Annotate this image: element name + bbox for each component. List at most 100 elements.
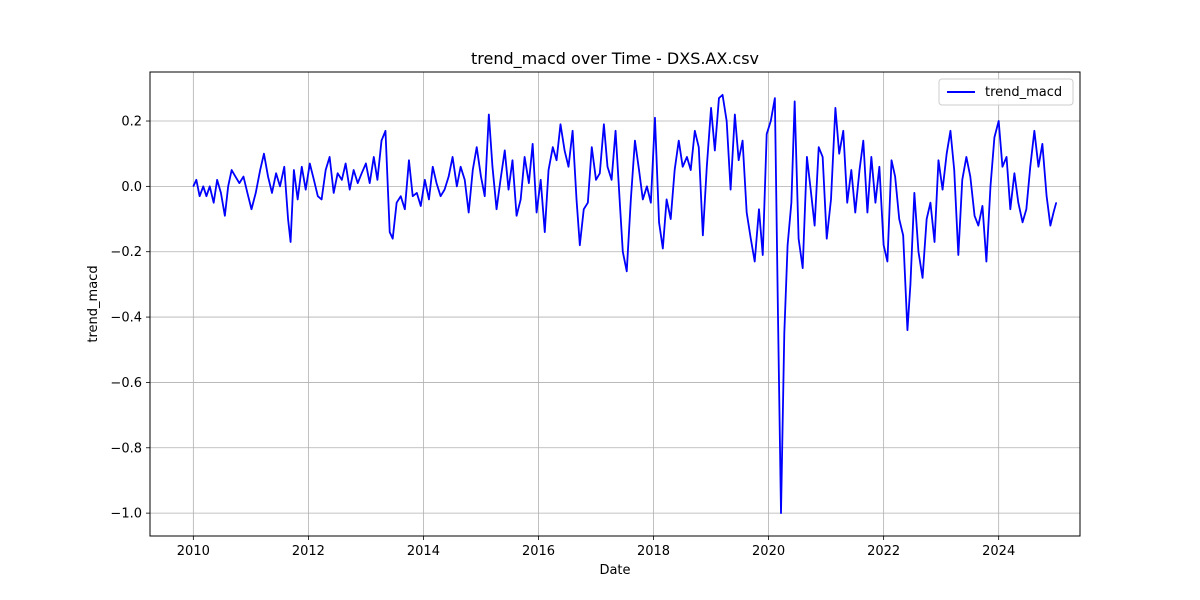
data-point [365, 162, 367, 165]
data-point [263, 153, 265, 155]
data-point [826, 238, 828, 240]
data-point [758, 208, 760, 210]
data-point [898, 218, 900, 220]
data-point [345, 162, 347, 165]
data-point [949, 130, 952, 132]
data-point [234, 175, 237, 178]
data-point [619, 202, 621, 204]
data-point [902, 234, 904, 236]
data-point [301, 166, 303, 168]
data-point [698, 146, 700, 148]
data-point [587, 202, 589, 204]
data-point [567, 166, 570, 168]
data-point [575, 198, 578, 201]
x-tick-label: 2022 [867, 544, 900, 559]
data-point [1009, 208, 1011, 210]
data-point [937, 159, 940, 161]
data-point [255, 192, 257, 194]
data-point [666, 198, 668, 201]
data-point [227, 185, 229, 187]
data-point [783, 332, 785, 335]
data-point [1005, 156, 1008, 158]
data-point [220, 192, 222, 194]
data-point [329, 156, 331, 158]
data-point [814, 224, 816, 227]
data-point [674, 169, 676, 171]
data-point [488, 113, 490, 116]
data-point [202, 185, 204, 187]
data-point [540, 179, 542, 181]
data-point [706, 166, 708, 168]
data-point [400, 195, 402, 197]
data-point [858, 169, 861, 171]
data-point [953, 169, 955, 171]
data-point [822, 156, 824, 158]
data-point [250, 208, 253, 210]
data-point [231, 169, 233, 171]
data-point [794, 100, 796, 103]
data-point [271, 192, 273, 194]
data-point [325, 169, 327, 171]
data-point [384, 130, 387, 132]
data-point [658, 221, 660, 223]
data-point [626, 270, 628, 272]
data-point [468, 211, 470, 214]
y-axis-title: trend_macd [86, 265, 101, 342]
data-point [961, 179, 963, 181]
data-point [878, 166, 880, 168]
data-point [420, 205, 422, 207]
data-point [317, 195, 319, 197]
y-tick-label: −0.8 [110, 441, 142, 456]
data-point [638, 169, 640, 171]
x-tick-label: 2024 [982, 544, 1015, 559]
data-point [563, 149, 566, 152]
data-point [349, 189, 351, 191]
chart-title: trend_macd over Time - DXS.AX.csv [471, 49, 759, 69]
data-point [376, 179, 379, 181]
data-point [297, 198, 299, 201]
data-point [599, 172, 601, 174]
data-point [686, 156, 688, 158]
x-axis-title: Date [599, 563, 630, 578]
data-point [806, 156, 808, 158]
data-point [595, 179, 597, 181]
data-point [965, 156, 967, 158]
data-point [670, 218, 672, 220]
data-point [702, 234, 704, 236]
data-point [216, 179, 218, 181]
data-point [714, 149, 716, 152]
data-point [373, 156, 375, 158]
data-point [921, 277, 924, 279]
data-point [654, 117, 656, 119]
y-tick-label: −0.6 [110, 376, 142, 391]
data-point [499, 179, 502, 181]
data-point [818, 146, 820, 148]
y-tick-label: −0.4 [110, 311, 142, 326]
data-point [850, 169, 852, 171]
data-point [650, 202, 652, 204]
data-point [451, 156, 454, 158]
data-point [192, 185, 194, 187]
data-point [320, 198, 323, 201]
data-point [710, 107, 712, 109]
data-point [1017, 202, 1019, 204]
data-point [883, 244, 885, 246]
data-point [603, 123, 605, 125]
data-point [313, 179, 315, 181]
data-point [750, 238, 752, 240]
data-point [259, 169, 261, 171]
data-point [289, 241, 292, 243]
data-point [1025, 208, 1027, 210]
data-point [484, 195, 486, 197]
data-point [926, 218, 928, 220]
data-point [287, 218, 289, 220]
data-point [694, 130, 696, 132]
data-point [440, 195, 442, 197]
x-tick-label: 2010 [177, 544, 210, 559]
data-point [1001, 166, 1004, 168]
data-point [690, 169, 692, 171]
data-point [642, 198, 644, 201]
x-tick-label: 2018 [637, 544, 670, 559]
data-point [579, 244, 581, 246]
data-point [224, 215, 226, 217]
